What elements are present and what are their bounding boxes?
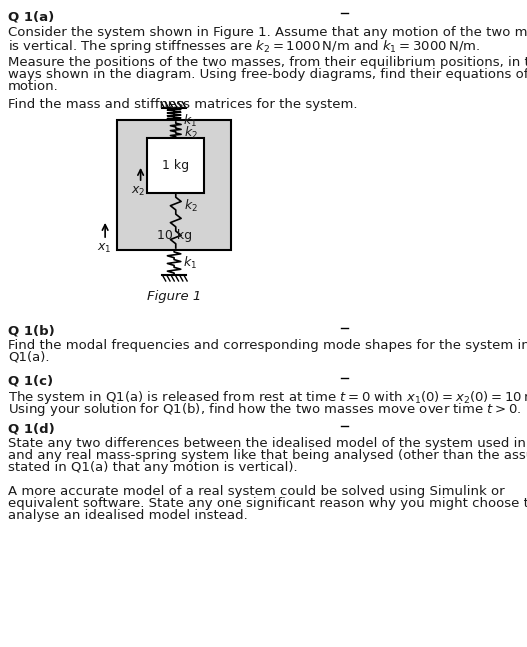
- Text: Q 1(a): Q 1(a): [8, 10, 54, 23]
- Text: analyse an idealised model instead.: analyse an idealised model instead.: [8, 509, 248, 522]
- Bar: [117, 120, 231, 250]
- Text: Q 1(c): Q 1(c): [8, 375, 53, 388]
- Text: Consider the system shown in Figure 1. Assume that any motion of the two masses: Consider the system shown in Figure 1. A…: [8, 26, 527, 39]
- Text: A more accurate model of a real system could be solved using Simulink or: A more accurate model of a real system c…: [8, 485, 505, 498]
- Text: is vertical. The spring stiffnesses are $k_2 = 1000\,\mathrm{N/m}$ and $k_1 = 30: is vertical. The spring stiffnesses are …: [8, 38, 481, 55]
- Text: 10 kg: 10 kg: [157, 228, 192, 241]
- Text: $k_1$: $k_1$: [183, 255, 198, 271]
- Text: $x_1$: $x_1$: [97, 242, 112, 255]
- Text: Q1(a).: Q1(a).: [8, 351, 50, 364]
- Text: $k_1$: $k_1$: [183, 113, 198, 129]
- Text: Figure 1: Figure 1: [147, 290, 201, 303]
- Bar: [148, 138, 204, 193]
- Text: Measure the positions of the two masses, from their equilibrium positions, in th: Measure the positions of the two masses,…: [8, 56, 527, 69]
- Text: $k_2$: $k_2$: [184, 125, 198, 141]
- Text: $k_2$: $k_2$: [184, 198, 198, 214]
- Text: The system in Q1(a) is released from rest at time $t = 0$ with $x_1(0) = x_2(0) : The system in Q1(a) is released from res…: [8, 389, 527, 406]
- Text: equivalent software. State any one significant reason why you might choose to: equivalent software. State any one signi…: [8, 497, 527, 510]
- Text: ways shown in the diagram. Using free-body diagrams, find their equations of: ways shown in the diagram. Using free-bo…: [8, 68, 527, 81]
- Text: State any two differences between the idealised model of the system used in Q1(a: State any two differences between the id…: [8, 437, 527, 450]
- Text: $x_2$: $x_2$: [131, 185, 145, 198]
- Text: stated in Q1(a) that any motion is vertical).: stated in Q1(a) that any motion is verti…: [8, 461, 298, 474]
- Text: Find the mass and stiffness matrices for the system.: Find the mass and stiffness matrices for…: [8, 98, 357, 111]
- Text: and any real mass-spring system like that being analysed (other than the assumpt: and any real mass-spring system like tha…: [8, 449, 527, 462]
- Text: Find the modal frequencies and corresponding mode shapes for the system in: Find the modal frequencies and correspon…: [8, 339, 527, 352]
- Text: Q 1(d): Q 1(d): [8, 423, 55, 436]
- Text: 1 kg: 1 kg: [162, 159, 189, 172]
- Text: Using your solution for Q1(b), find how the two masses move over time $t > 0$.: Using your solution for Q1(b), find how …: [8, 401, 522, 418]
- Text: Q 1(b): Q 1(b): [8, 325, 55, 338]
- Text: motion.: motion.: [8, 80, 59, 93]
